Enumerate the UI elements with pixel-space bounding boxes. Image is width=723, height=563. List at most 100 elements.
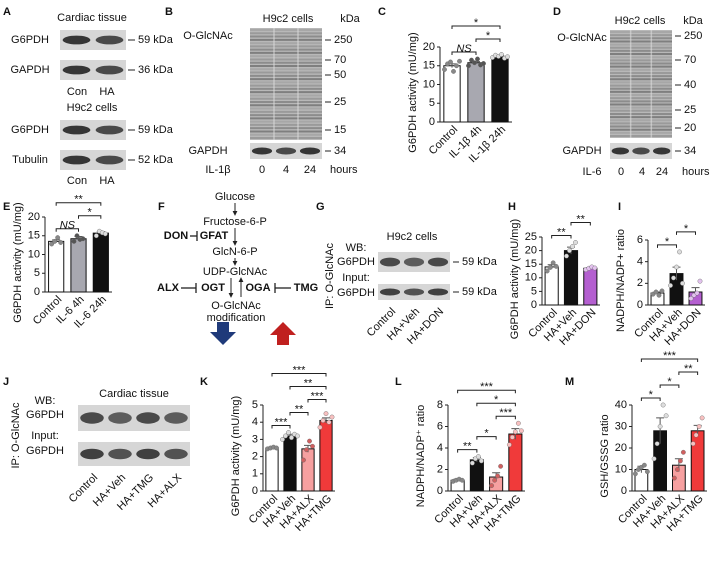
blot-band	[632, 147, 650, 155]
data-point	[58, 240, 64, 245]
blot-band	[95, 125, 124, 135]
data-point	[499, 52, 504, 57]
panel-label: B	[165, 6, 173, 18]
enzyme-label: OGT	[201, 282, 225, 294]
panel-label: G	[316, 201, 325, 213]
ip-label: IP: O-GlcNAc	[324, 243, 336, 310]
significance-label: **	[304, 377, 313, 389]
lane-label: HA	[99, 86, 115, 98]
blot-band	[164, 448, 188, 460]
significance-bracket	[55, 228, 79, 232]
blot-band	[62, 65, 91, 75]
y-tick-label: 25	[525, 231, 537, 243]
panel-label: I	[618, 201, 621, 213]
blot-band	[379, 257, 401, 267]
y-tick-label: 40	[615, 399, 627, 411]
data-point	[657, 424, 663, 429]
bar	[443, 65, 461, 123]
protein-label: G6PDH	[337, 256, 375, 268]
panel-label: H	[508, 201, 516, 213]
data-point	[641, 462, 647, 468]
data-point	[656, 292, 662, 298]
blot	[60, 30, 126, 50]
significance-label: ***	[480, 381, 494, 393]
significance-bracket	[78, 215, 102, 219]
y-tick-label: 15	[525, 258, 537, 270]
size-label: 59 kDa	[462, 286, 498, 298]
data-point	[274, 445, 279, 451]
marker-label: 70	[684, 54, 696, 66]
blot-band	[403, 257, 425, 267]
significance-label: ***	[293, 364, 307, 376]
bar	[508, 433, 523, 492]
marker-label: 25	[684, 104, 696, 116]
blot-band	[164, 412, 188, 424]
y-tick-label: 5	[429, 97, 435, 109]
blot-band	[80, 412, 104, 424]
significance-label: *	[684, 223, 689, 235]
significance-bracket	[640, 397, 661, 401]
y-tick-label: 4	[637, 256, 643, 268]
treatment-label: IL-1β	[205, 164, 230, 176]
data-point	[71, 238, 77, 244]
blot	[60, 150, 126, 170]
data-point	[677, 249, 682, 255]
significance-label: *	[486, 30, 491, 42]
bar	[467, 62, 485, 123]
panel-label: D	[553, 6, 561, 18]
blot-band	[403, 288, 425, 296]
data-point	[550, 260, 556, 266]
size-label: 52 kDa	[138, 154, 174, 166]
data-point	[304, 447, 309, 453]
pathway-product: O-GlcNAc	[211, 300, 261, 312]
marker-label: 15	[334, 124, 346, 136]
data-point	[570, 244, 575, 249]
pathway-step: UDP-GlcNAc	[203, 266, 268, 278]
significance-label: NS	[60, 220, 76, 232]
marker-label: 20	[684, 122, 696, 134]
data-point	[495, 473, 501, 479]
panel-label: C	[378, 6, 386, 18]
significance-bracket	[289, 412, 309, 416]
y-tick-label: 6	[637, 234, 643, 246]
significance-label: ***	[311, 390, 325, 402]
significance-label: *	[494, 394, 499, 406]
data-point	[310, 443, 315, 449]
data-point	[671, 475, 677, 481]
y-axis-label: G6PDH activity (mU/mg)	[12, 202, 24, 322]
y-tick-label: 3	[252, 433, 258, 445]
data-point	[693, 432, 699, 438]
data-point	[671, 275, 676, 281]
panel-label: E	[3, 201, 10, 213]
data-point	[515, 420, 521, 426]
marker-label: 250	[334, 34, 352, 46]
data-point	[80, 236, 86, 242]
inhibitor-label: ALX	[157, 282, 180, 294]
y-tick-label: 30	[615, 420, 627, 432]
error-bar	[322, 417, 330, 424]
data-point	[307, 438, 312, 444]
bar	[301, 448, 315, 492]
marker-label: 34	[684, 145, 696, 157]
blot-title: H9c2 cells	[387, 231, 438, 243]
lane-label: 4	[283, 164, 289, 176]
enzyme-label: GFAT	[200, 230, 229, 242]
unit-label: kDa	[683, 15, 703, 27]
data-point	[696, 424, 702, 429]
y-tick-label: 20	[423, 41, 435, 53]
y-tick-label: 0	[621, 485, 627, 497]
bar	[319, 419, 333, 492]
y-axis-label: G6PDH activity (mU/mg)	[407, 32, 419, 152]
blot-band	[108, 412, 132, 424]
size-label: 59 kDa	[138, 34, 174, 46]
significance-bracket	[271, 425, 291, 429]
significance-bracket	[570, 221, 591, 226]
data-point	[457, 58, 462, 64]
size-label: 59 kDa	[138, 124, 174, 136]
data-point	[518, 428, 524, 434]
blot-band	[136, 412, 160, 424]
blot-title: H9c2 cells	[263, 13, 314, 25]
data-point	[573, 240, 578, 245]
data-point	[659, 288, 665, 294]
